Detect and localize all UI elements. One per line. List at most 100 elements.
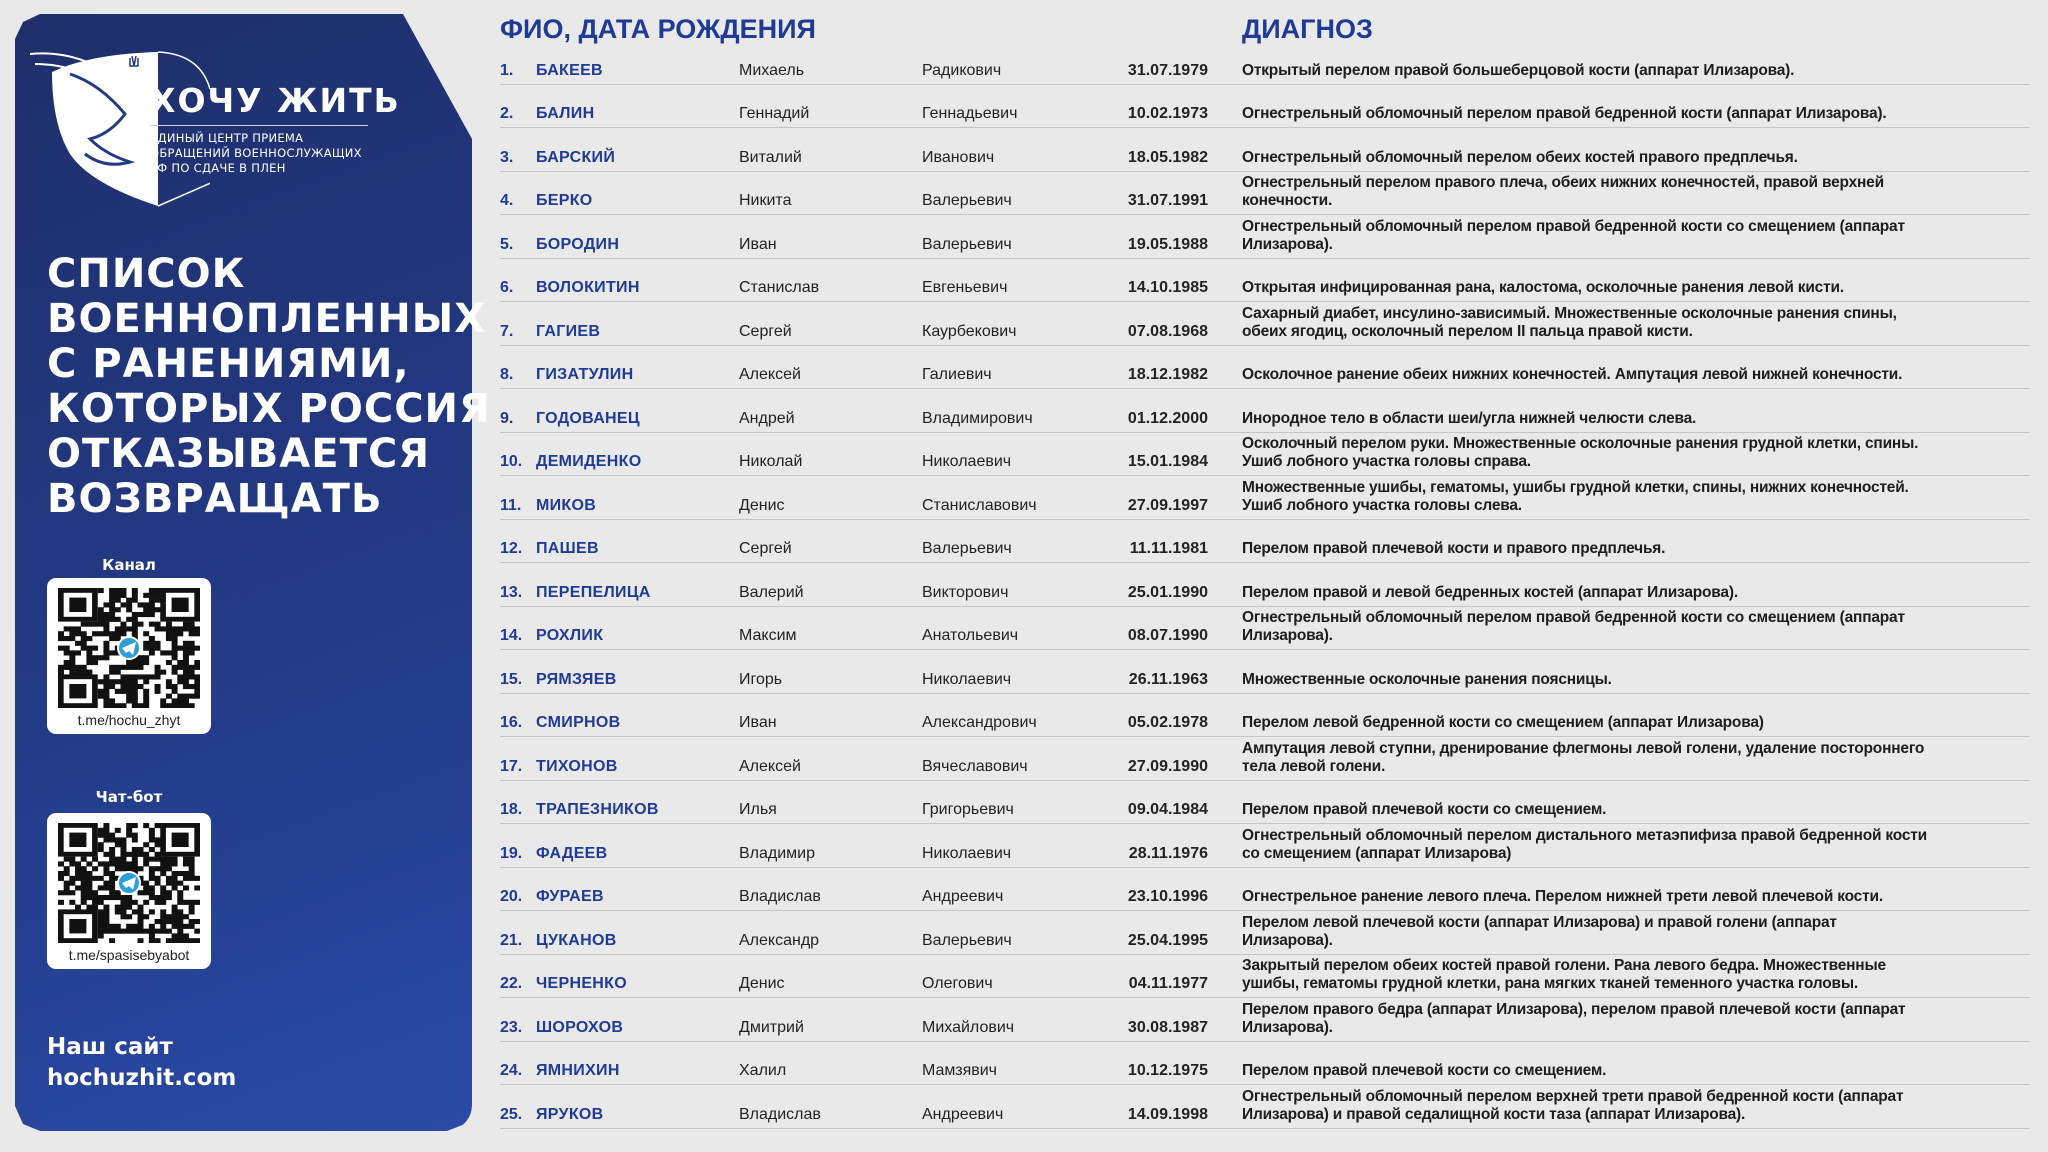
qr-module <box>154 919 161 925</box>
qr-module <box>75 904 82 910</box>
diagnosis-line: со смещением (аппарат Илизарова) <box>1242 844 1512 862</box>
qr-module <box>80 899 87 905</box>
qr-module <box>86 895 93 901</box>
surname: ШОРОХОВ <box>536 1018 624 1036</box>
qr-module <box>188 645 195 651</box>
qr-module <box>131 588 138 594</box>
qr-module <box>143 856 150 862</box>
qr-module <box>80 885 87 891</box>
qr-module <box>75 875 82 881</box>
row-number: 18. <box>500 801 523 818</box>
row-number: 21. <box>500 931 523 949</box>
qr-module <box>126 827 133 833</box>
diagnosis: Огнестрельный обломочный перелом дисталь… <box>1242 827 1927 863</box>
table-row: 15. РЯМЗЯЕВ Игорь Николаевич 26.11.1963 Множе… <box>500 649 2030 694</box>
qr-module <box>182 640 189 646</box>
diagnosis-line: Огнестрельное ранение левого плеча. Пере… <box>1242 888 1883 905</box>
qr-module <box>63 664 70 670</box>
qr-module <box>177 698 184 704</box>
patronymic: Викторович <box>922 583 1009 601</box>
qr-module <box>126 895 133 901</box>
qr-module <box>194 626 200 632</box>
diagnosis: Огнестрельный обломочный перелом обеих к… <box>1242 149 1798 167</box>
qr-module <box>154 640 161 646</box>
qr-module <box>86 660 93 666</box>
qr-module <box>177 914 184 920</box>
qr-code-icon <box>58 823 200 943</box>
first-name: Сергей <box>739 322 792 340</box>
qr-module <box>69 626 76 632</box>
qr-module <box>69 861 76 867</box>
birth-date: 26.11.1963 <box>1128 670 1208 688</box>
first-name: Михаель <box>739 61 805 79</box>
row-number: 10. <box>500 453 523 470</box>
chatbot-qr-code[interactable]: t.me/spasisebyabot <box>47 813 211 969</box>
qr-module <box>131 679 138 685</box>
qr-module <box>148 871 155 877</box>
qr-module <box>103 626 110 632</box>
qr-module <box>80 640 87 646</box>
qr-module <box>69 875 76 881</box>
title-line: СПИСОК <box>47 251 246 297</box>
qr-module <box>92 655 99 661</box>
patronymic: Вячеславович <box>922 757 1028 775</box>
qr-module <box>182 621 189 627</box>
birth-date: 27.09.1990 <box>1127 757 1208 775</box>
qr-module <box>120 861 127 867</box>
qr-module <box>143 688 150 694</box>
first-name: Валерий <box>739 583 804 601</box>
diagnosis-line: Сахарный диабет, инсулино-зависимый. Мно… <box>1242 304 1897 322</box>
qr-module <box>92 866 99 872</box>
channel-url[interactable]: t.me/hochu_zhyt <box>77 712 181 728</box>
qr-module <box>58 664 64 670</box>
qr-module <box>165 875 172 881</box>
qr-module <box>182 679 189 685</box>
qr-module <box>188 899 195 905</box>
chatbot-url[interactable]: t.me/spasisebyabot <box>68 947 190 963</box>
qr-module <box>63 871 70 877</box>
diagnosis-line: Илизарова). <box>1242 235 1333 253</box>
qr-module <box>114 837 121 843</box>
first-name: Николай <box>739 453 803 470</box>
qr-module <box>143 928 150 934</box>
qr-module <box>165 890 172 896</box>
row-number: 5. <box>500 235 514 253</box>
qr-module <box>109 861 116 867</box>
qr-module <box>126 851 133 857</box>
qr-module <box>154 664 161 670</box>
qr-module <box>109 669 116 675</box>
qr-module <box>188 664 195 670</box>
diagnosis: Перелом левой бедренной кости со смещени… <box>1242 714 1764 732</box>
qr-module <box>194 645 200 651</box>
qr-module <box>182 923 189 929</box>
qr-module <box>103 895 110 901</box>
qr-module <box>114 650 121 656</box>
qr-module <box>148 597 155 603</box>
qr-module <box>177 919 184 925</box>
diagnosis: Огнестрельный обломочный перелом правой … <box>1242 105 1887 123</box>
first-name: Владислав <box>739 888 821 905</box>
row-number: 16. <box>500 714 523 731</box>
site-url[interactable]: hochuzhit.com <box>47 1065 237 1091</box>
table-row: 4. БЕРКО Никита Валерьевич 31.07.1991 Огнестр… <box>500 171 2030 215</box>
first-name: Алексей <box>739 366 801 383</box>
qr-module <box>177 660 184 666</box>
qr-module <box>177 693 184 699</box>
qr-module <box>154 674 161 680</box>
qr-module <box>126 688 133 694</box>
patronymic: Андреевич <box>922 888 1004 905</box>
channel-qr-code[interactable]: t.me/hochu_zhyt <box>47 578 211 734</box>
qr-module <box>109 928 116 934</box>
qr-module <box>165 621 172 627</box>
row-number: 12. <box>500 540 523 557</box>
qr-module <box>131 823 138 829</box>
qr-module <box>75 885 82 891</box>
qr-module <box>131 693 138 699</box>
qr-module <box>92 645 99 651</box>
qr-module <box>103 909 110 915</box>
qr-module <box>171 909 178 915</box>
qr-module <box>188 693 195 699</box>
qr-module <box>148 895 155 901</box>
qr-module <box>86 861 93 867</box>
qr-finder <box>69 832 87 847</box>
